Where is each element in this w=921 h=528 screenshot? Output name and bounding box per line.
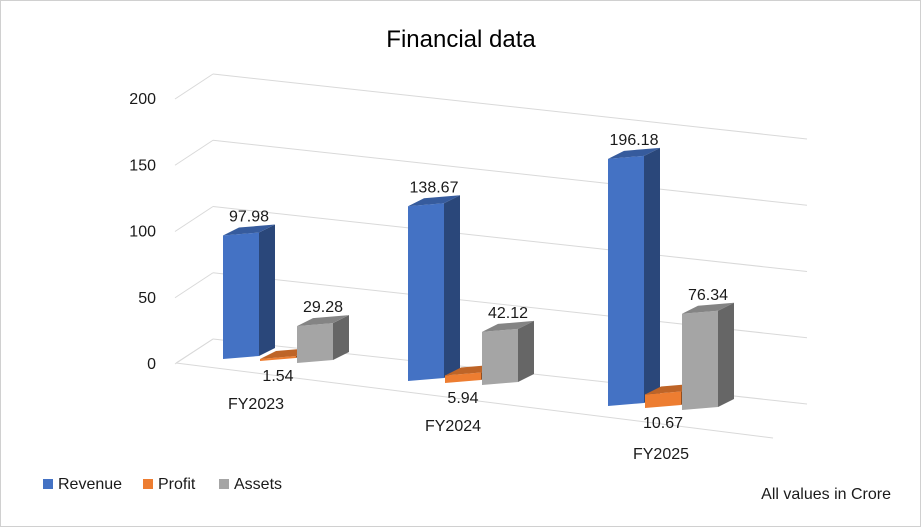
bar-revenue-front [408, 203, 444, 381]
data-label: 10.67 [643, 415, 683, 432]
bar-assets-top [482, 320, 534, 332]
bar-revenue-side [444, 195, 460, 378]
gridline-side [174, 206, 214, 232]
bar-assets-front [682, 310, 718, 410]
bar-revenue-top [608, 147, 660, 159]
bar-assets-side [333, 315, 349, 360]
bar-assets-side [718, 302, 734, 407]
floor-front-edge [175, 362, 774, 439]
bars [223, 147, 734, 410]
bar-revenue-front [223, 232, 259, 359]
gridline-side [174, 139, 214, 166]
gridline-side [174, 338, 214, 365]
y-axis-ticks: 0 50 100 150 200 [129, 91, 156, 373]
chart-title: Financial data [386, 26, 536, 53]
bar-revenue-side [259, 224, 275, 356]
legend-swatch-profit [143, 479, 153, 489]
bar-assets-front [482, 328, 518, 385]
category-label: FY2023 [228, 396, 284, 413]
bar-assets-front [297, 323, 333, 363]
bar-assets-side [518, 320, 534, 382]
y-tick-label: 0 [147, 356, 156, 373]
data-label: 97.98 [229, 209, 269, 226]
data-label: 5.94 [447, 390, 478, 407]
data-label: 1.54 [262, 368, 293, 385]
gridline-side [174, 272, 214, 299]
data-label: 42.12 [488, 305, 528, 322]
data-labels: 97.98 138.67 196.18 1.54 5.94 10.67 29.28 42.12… [229, 132, 728, 432]
y-tick-label: 200 [129, 91, 156, 108]
legend-label-revenue: Revenue [58, 476, 122, 493]
bar-assets-top [297, 315, 349, 327]
category-label: FY2025 [633, 446, 689, 463]
y-tick-label: 150 [129, 157, 156, 174]
bar-profit-front [260, 356, 296, 361]
gridline [212, 206, 808, 272]
legend-label-profit: Profit [158, 476, 196, 493]
data-label: 29.28 [303, 299, 343, 316]
legend: Revenue Profit Assets [43, 476, 282, 493]
bar-profit-front [445, 372, 481, 383]
y-tick-label: 100 [129, 224, 156, 241]
y-tick-label: 50 [138, 290, 156, 307]
gridline-side [174, 73, 214, 100]
units-footnote: All values in Crore [761, 486, 891, 503]
bar-assets-top [682, 302, 734, 314]
bar-profit-front [645, 391, 681, 408]
category-label: FY2024 [425, 418, 481, 435]
bar-revenue-top [223, 224, 275, 236]
bar-revenue-top [408, 195, 460, 207]
bar-revenue-side [644, 147, 660, 403]
bar-revenue-front [608, 155, 644, 406]
gridline [212, 73, 808, 140]
legend-swatch-revenue [43, 479, 53, 489]
data-label: 196.18 [610, 132, 659, 149]
data-label: 76.34 [688, 287, 728, 304]
data-label: 138.67 [410, 179, 459, 196]
category-labels: FY2023 FY2024 FY2025 [228, 396, 689, 463]
legend-swatch-assets [219, 479, 229, 489]
legend-label-assets: Assets [234, 476, 282, 493]
gridline [212, 139, 808, 206]
